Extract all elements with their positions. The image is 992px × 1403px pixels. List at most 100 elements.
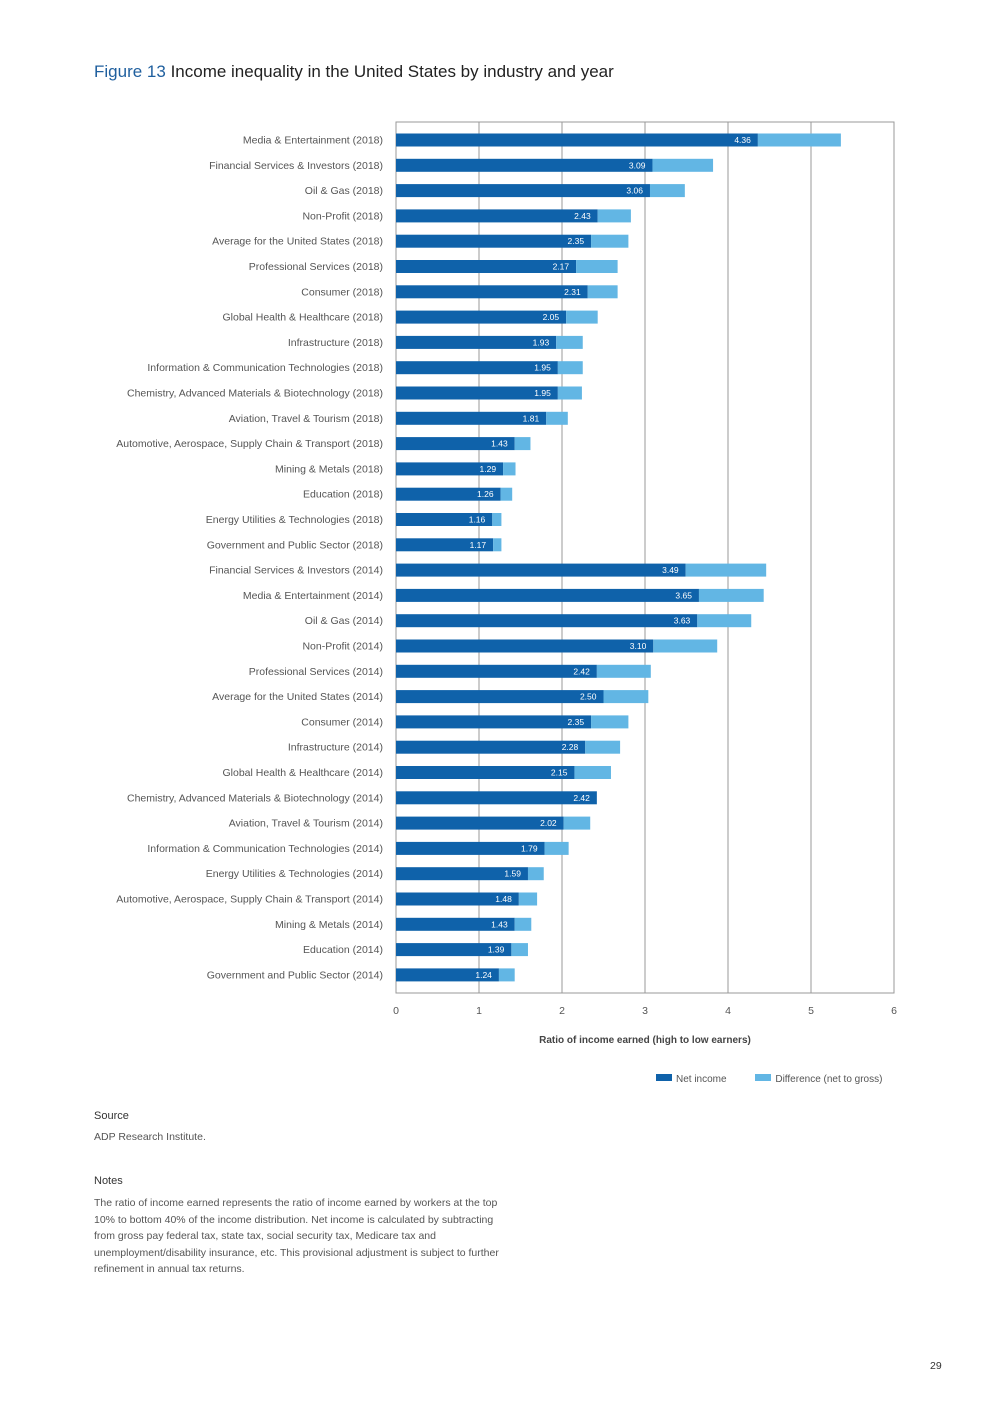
bar-difference [603,690,649,704]
bar-net-income [396,740,586,754]
bar-value-label: 2.42 [573,666,590,676]
source-heading: Source [94,1110,129,1122]
bar-difference [518,892,538,906]
category-label: Education (2014) [303,944,383,956]
bar-difference [576,260,618,273]
x-tick-label: 1 [476,1005,482,1017]
bar-value-label: 1.48 [495,894,512,904]
bar-difference [557,386,582,400]
bar-difference [698,588,764,602]
bar-difference [652,158,714,172]
bar-difference [500,487,513,501]
bar-net-income [396,184,650,198]
category-label: Mining & Metals (2018) [275,463,383,475]
category-label: Energy Utilities & Technologies (2018) [206,514,383,526]
bar-value-label: 3.09 [629,160,646,170]
category-label: Average for the United States (2014) [212,691,383,703]
bar-value-label: 1.79 [521,843,538,853]
notes-text: The ratio of income earned represents th… [94,1197,499,1276]
x-tick-label: 5 [808,1005,814,1017]
x-tick-label: 0 [393,1005,399,1017]
bar-value-label: 1.93 [533,337,550,347]
bar-net-income [396,513,493,526]
category-label: Media & Entertainment (2014) [243,590,383,602]
bar-net-income [396,841,545,855]
bar-value-label: 2.35 [568,236,585,246]
bar-difference [511,943,528,957]
bar-difference [544,841,569,855]
category-label: Infrastructure (2014) [288,742,383,754]
category-label: Oil & Gas (2018) [305,185,383,197]
bar-net-income [396,867,528,881]
figure-title-text: Income inequality in the United States b… [170,62,614,81]
bar-value-label: 2.02 [540,818,557,828]
bar-difference [585,740,621,754]
bar-value-label: 3.65 [675,590,692,600]
category-label: Media & Entertainment (2018) [243,135,383,147]
bar-difference [591,234,629,248]
legend-item-net-income: Net income [656,1074,727,1085]
bar-net-income [396,892,519,906]
bar-value-label: 2.05 [543,312,560,322]
bar-difference [563,816,591,830]
bar-value-label: 2.50 [580,692,597,702]
bar-net-income [396,917,515,931]
bar-net-income [396,766,575,779]
bar-difference [556,335,583,349]
bar-net-income [396,791,597,805]
bar-difference [514,437,531,451]
bar-difference [503,462,516,476]
bar-value-label: 3.06 [626,186,643,196]
category-label: Information & Communication Technologies… [147,843,383,855]
bar-difference [587,285,618,299]
bar-value-label: 2.43 [574,211,591,221]
category-label: Financial Services & Investors (2014) [209,565,383,577]
bar-difference [498,968,515,982]
bar-net-income [396,588,699,602]
bar-value-label: 1.81 [523,413,540,423]
bar-net-income [396,968,499,982]
bar-difference [697,614,752,628]
bar-net-income [396,715,592,729]
category-label: Automotive, Aerospace, Supply Chain & Tr… [116,438,383,450]
bar-net-income [396,462,504,476]
bar-value-label: 1.43 [491,439,508,449]
category-label: Aviation, Travel & Tourism (2014) [229,818,383,830]
legend-swatch-net-income [656,1074,672,1081]
category-label: Infrastructure (2018) [288,337,383,349]
category-label: Professional Services (2018) [249,261,383,273]
bar-net-income [396,943,512,957]
bar-value-label: 2.28 [562,742,579,752]
figure-title: Figure 13 Income inequality in the Unite… [94,62,614,82]
category-label: Consumer (2014) [301,716,383,728]
bar-value-label: 3.63 [674,616,691,626]
bar-value-label: 1.29 [480,464,497,474]
income-inequality-chart: 0 1 2 3 4 5 6 Media & Entertainment (2018) 4.36 F… [116,121,897,1046]
bar-value-label: 2.31 [564,287,581,297]
category-label: Government and Public Sector (2018) [207,539,383,551]
figure-number: Figure 13 [94,62,166,81]
category-label: Government and Public Sector (2014) [207,969,383,981]
bar-net-income [396,361,558,375]
bar-net-income [396,209,598,223]
category-label: Financial Services & Investors (2018) [209,160,383,172]
bar-net-income [396,437,515,451]
bar-difference [597,209,631,223]
bar-net-income [396,614,698,628]
bar-difference [591,715,629,729]
bar-difference [596,664,651,678]
bar-net-income [396,234,592,248]
bar-net-income [396,411,547,425]
category-label: Energy Utilities & Technologies (2014) [206,868,383,880]
bar-value-label: 1.16 [469,515,486,525]
x-tick-label: 6 [891,1005,897,1017]
category-label: Non-Profit (2018) [302,210,383,222]
bar-difference [685,563,767,577]
bar-net-income [396,639,654,653]
page-number: 29 [930,1360,942,1372]
bar-value-label: 1.17 [470,540,487,550]
bar-difference [492,513,502,526]
bar-difference [557,361,583,375]
bar-difference [514,917,532,931]
notes-heading: Notes [94,1175,123,1187]
